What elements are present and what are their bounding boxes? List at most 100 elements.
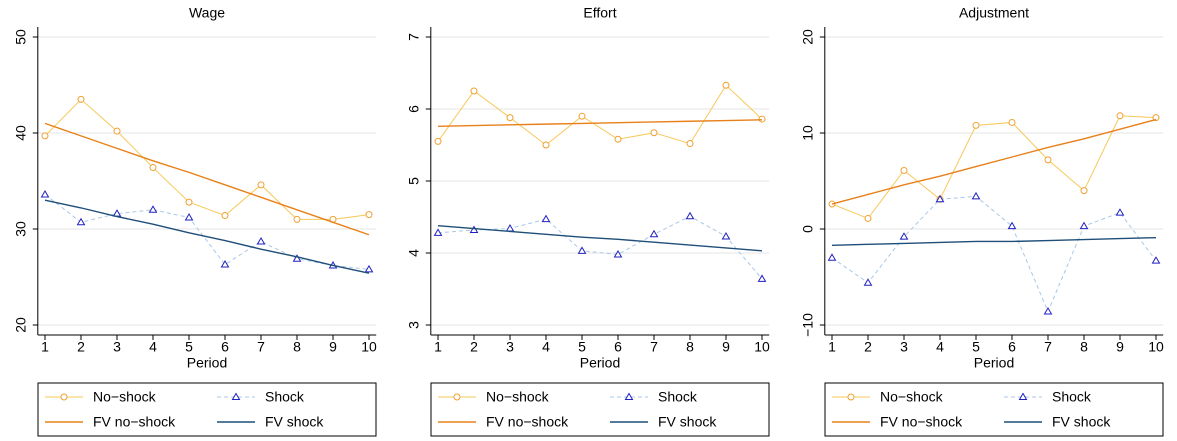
marker	[577, 246, 587, 254]
x-tick-label: 6	[1008, 339, 1016, 355]
marker	[900, 166, 908, 174]
marker	[971, 191, 981, 200]
y-tick-label: −10	[800, 313, 816, 337]
series-line	[44, 199, 370, 274]
x-tick-label: 2	[77, 339, 85, 355]
y-tick-label: 0	[800, 225, 816, 233]
marker	[1151, 256, 1161, 264]
legend-label: FV shock	[265, 414, 324, 430]
marker	[41, 132, 49, 140]
marker	[469, 225, 479, 233]
marker	[1044, 156, 1052, 164]
marker	[221, 212, 229, 220]
marker	[541, 214, 551, 223]
x-tick-label: 7	[257, 339, 265, 355]
x-tick-label: 8	[686, 339, 694, 355]
x-tick-label: 3	[113, 339, 121, 355]
marker	[76, 217, 86, 226]
marker	[1115, 208, 1125, 216]
marker	[1080, 187, 1088, 195]
legend-label: Shock	[658, 389, 698, 405]
x-tick-label: 4	[542, 339, 550, 355]
marker	[148, 205, 158, 213]
x-tick-label: 1	[41, 339, 49, 355]
marker	[614, 135, 622, 143]
marker	[1152, 114, 1160, 122]
y-tick-label: 4	[406, 249, 422, 257]
y-tick-label: 50	[13, 29, 29, 45]
marker	[257, 181, 265, 189]
series-line	[44, 194, 370, 270]
legend-label: Shock	[265, 389, 305, 405]
legend-box	[824, 382, 1164, 437]
legend-marker	[847, 393, 855, 401]
marker	[864, 214, 872, 222]
series-line	[44, 98, 370, 220]
legend-marker	[624, 392, 634, 400]
marker	[613, 249, 623, 258]
marker	[650, 129, 658, 137]
panel-title: Adjustment	[959, 5, 1029, 21]
marker	[433, 228, 443, 236]
marker	[1043, 307, 1053, 315]
x-tick-label: 2	[864, 339, 872, 355]
marker	[185, 198, 193, 206]
marker	[758, 115, 766, 123]
panel-title: Wage	[189, 5, 225, 21]
marker	[649, 229, 659, 238]
x-tick-label: 4	[149, 339, 157, 355]
marker	[113, 127, 121, 135]
y-tick-label: 6	[406, 105, 422, 113]
x-tick-label: 6	[614, 339, 622, 355]
x-tick-label: 5	[972, 339, 980, 355]
x-tick-label: 1	[434, 339, 442, 355]
marker	[434, 137, 442, 145]
x-tick-label: 5	[185, 339, 193, 355]
x-tick-label: 3	[900, 339, 908, 355]
marker	[220, 260, 230, 268]
marker	[827, 253, 837, 261]
legend-marker	[60, 393, 68, 401]
marker	[1008, 118, 1016, 126]
legend-label: FV no−shock	[486, 414, 569, 430]
legend-marker	[1018, 392, 1028, 400]
legend-marker	[231, 392, 241, 400]
series-line	[437, 215, 763, 280]
x-tick-label: 10	[754, 339, 770, 355]
marker	[364, 264, 374, 273]
series-line	[831, 236, 1157, 247]
series-line	[437, 224, 763, 252]
marker	[505, 224, 515, 232]
x-tick-label: 2	[470, 339, 478, 355]
marker	[256, 236, 266, 245]
x-tick-label: 5	[578, 339, 586, 355]
legend-label: No−shock	[93, 389, 157, 405]
marker	[935, 194, 945, 203]
marker	[365, 211, 373, 219]
y-tick-label: 40	[13, 125, 29, 141]
y-tick-label: 30	[13, 221, 29, 237]
marker	[77, 95, 85, 103]
x-tick-label: 9	[1116, 339, 1124, 355]
legend-label: FV shock	[658, 414, 717, 430]
series-line	[437, 119, 763, 127]
series-line	[831, 195, 1157, 313]
marker	[292, 254, 302, 262]
marker	[722, 81, 730, 89]
marker	[542, 141, 550, 149]
x-tick-label: 4	[936, 339, 944, 355]
y-tick-label: 10	[800, 125, 816, 141]
legend-label: No−shock	[486, 389, 550, 405]
series-line	[44, 122, 370, 236]
legend-label: Shock	[1052, 389, 1092, 405]
marker	[757, 274, 767, 282]
x-axis-label: Period	[187, 355, 227, 371]
marker	[972, 121, 980, 129]
y-tick-label: 5	[406, 177, 422, 185]
y-tick-label: 3	[406, 321, 422, 329]
x-tick-label: 9	[722, 339, 730, 355]
marker	[40, 189, 50, 198]
marker	[721, 231, 731, 240]
marker	[184, 212, 194, 221]
marker	[293, 215, 301, 223]
